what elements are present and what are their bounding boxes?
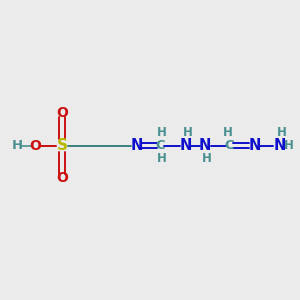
Text: H: H bbox=[12, 139, 23, 152]
Text: N: N bbox=[248, 138, 261, 153]
Text: H: H bbox=[182, 127, 192, 140]
Text: O: O bbox=[29, 139, 41, 152]
Text: C: C bbox=[156, 139, 165, 152]
Text: C: C bbox=[224, 139, 234, 152]
Text: H: H bbox=[223, 127, 232, 140]
Text: H: H bbox=[157, 152, 167, 165]
Text: S: S bbox=[56, 138, 68, 153]
Text: H: H bbox=[202, 152, 212, 165]
Text: H: H bbox=[277, 127, 286, 140]
Text: N: N bbox=[199, 138, 212, 153]
Text: N: N bbox=[274, 138, 286, 153]
Text: H: H bbox=[284, 139, 294, 152]
Text: O: O bbox=[56, 106, 68, 120]
Text: O: O bbox=[56, 171, 68, 185]
Text: H: H bbox=[157, 127, 167, 140]
Text: N: N bbox=[130, 138, 143, 153]
Text: N: N bbox=[180, 138, 192, 153]
